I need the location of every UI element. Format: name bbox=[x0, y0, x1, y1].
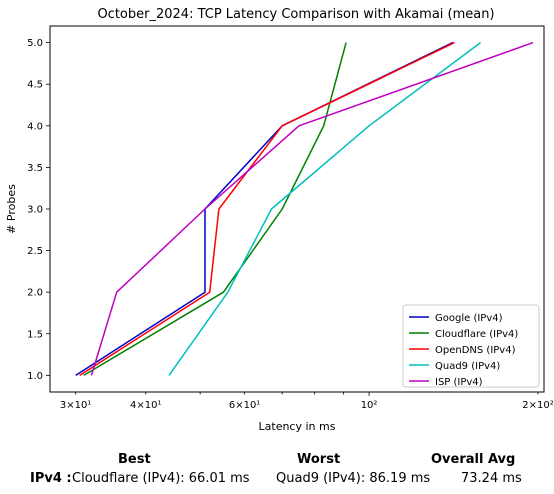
legend-label: ISP (IPv4) bbox=[435, 377, 483, 388]
y-tick-label: 4.5 bbox=[27, 80, 43, 91]
x-tick-label: 4×10¹ bbox=[130, 400, 161, 411]
x-tick-label: 10² bbox=[361, 400, 378, 411]
y-axis: 1.0 1.5 2.0 2.5 3.0 3.5 4.0 4.5 5.0 bbox=[27, 38, 50, 382]
x-tick-label: 3×10¹ bbox=[60, 400, 91, 411]
y-tick-label: 3.0 bbox=[27, 205, 43, 216]
y-tick-label: 5.0 bbox=[27, 38, 43, 49]
series-line-google-ipv4 bbox=[75, 41, 454, 377]
worst-value: Quad9 (IPv4): 86.19 ms bbox=[276, 471, 431, 486]
legend-label: Quad9 (IPv4) bbox=[435, 361, 500, 372]
series-line-quad9-ipv4 bbox=[168, 41, 481, 376]
worst-header: Worst bbox=[297, 452, 341, 467]
legend-label: Cloudflare (IPv4) bbox=[435, 329, 518, 340]
overall-avg-header: Overall Avg bbox=[431, 452, 516, 467]
chart-title: October_2024: TCP Latency Comparison wit… bbox=[97, 7, 494, 22]
x-axis: 3×10¹ 4×10¹ 6×10¹ 10² 2×10² bbox=[60, 392, 554, 411]
legend-label: Google (IPv4) bbox=[435, 313, 503, 324]
y-tick-label: 1.0 bbox=[27, 371, 43, 382]
series-line-opendns-ipv4 bbox=[79, 41, 455, 377]
legend-label: OpenDNS (IPv4) bbox=[435, 345, 516, 356]
x-axis-label: Latency in ms bbox=[259, 420, 336, 433]
series-line-isp-ipv4 bbox=[90, 41, 534, 376]
series-group bbox=[75, 41, 534, 377]
y-tick-label: 4.0 bbox=[27, 121, 43, 132]
series-line-cloudflare-ipv4 bbox=[83, 42, 347, 377]
y-tick-label: 3.5 bbox=[27, 163, 43, 174]
best-value: Cloudflare (IPv4): 66.01 ms bbox=[72, 471, 250, 486]
y-tick-label: 2.5 bbox=[27, 246, 43, 257]
latency-chart: October_2024: TCP Latency Comparison wit… bbox=[5, 7, 554, 433]
ipv4-row-label: IPv4 : bbox=[30, 471, 72, 486]
latency-summary: Best Worst Overall Avg IPv4 : Cloudflare… bbox=[0, 448, 554, 494]
y-axis-label: # Probes bbox=[5, 184, 18, 234]
x-tick-label: 2×10² bbox=[522, 400, 553, 411]
y-tick-label: 2.0 bbox=[27, 288, 43, 299]
best-header: Best bbox=[118, 452, 151, 467]
legend-box bbox=[402, 304, 540, 388]
overall-avg-value: 73.24 ms bbox=[461, 471, 522, 486]
x-tick-label: 6×10¹ bbox=[229, 400, 260, 411]
chart-legend: Google (IPv4) Cloudflare (IPv4) OpenDNS (I… bbox=[402, 304, 540, 388]
y-tick-label: 1.5 bbox=[27, 329, 43, 340]
